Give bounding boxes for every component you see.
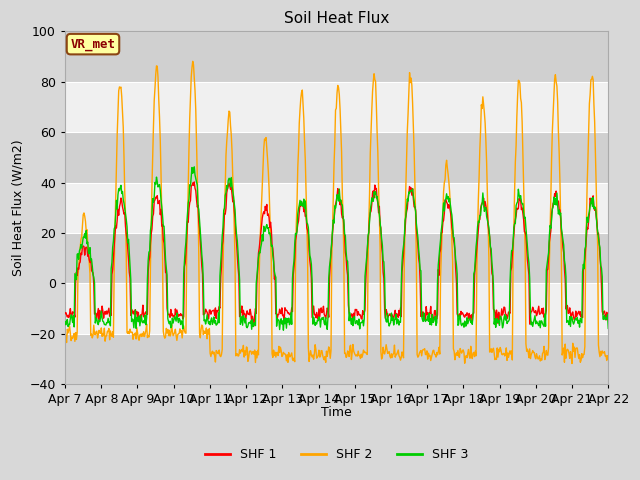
SHF 2 bbox=[403, 128, 411, 134]
SHF 1 bbox=[191, 179, 198, 185]
SHF 1 bbox=[71, 314, 79, 320]
Bar bbox=[65, 233, 608, 283]
Title: Soil Heat Flux: Soil Heat Flux bbox=[284, 11, 389, 26]
Line: SHF 2: SHF 2 bbox=[65, 61, 608, 363]
SHF 3 bbox=[604, 325, 612, 331]
SHF 3 bbox=[71, 271, 79, 276]
Bar bbox=[65, 82, 608, 132]
Bar bbox=[65, 283, 608, 334]
SHF 2 bbox=[182, 330, 190, 336]
Bar bbox=[65, 132, 608, 182]
Y-axis label: Soil Heat Flux (W/m2): Soil Heat Flux (W/m2) bbox=[11, 140, 24, 276]
X-axis label: Time: Time bbox=[321, 406, 352, 419]
SHF 1 bbox=[404, 196, 412, 202]
SHF 1 bbox=[61, 311, 69, 316]
SHF 3 bbox=[404, 198, 412, 204]
SHF 3 bbox=[61, 319, 69, 324]
SHF 2 bbox=[419, 347, 427, 352]
SHF 1 bbox=[182, 250, 190, 255]
SHF 2 bbox=[127, 329, 134, 335]
SHF 2 bbox=[568, 360, 576, 366]
Legend: SHF 1, SHF 2, SHF 3: SHF 1, SHF 2, SHF 3 bbox=[200, 444, 474, 467]
Bar bbox=[65, 334, 608, 384]
SHF 1 bbox=[250, 323, 258, 329]
SHF 2 bbox=[604, 357, 612, 362]
SHF 1 bbox=[604, 312, 612, 318]
SHF 1 bbox=[420, 314, 428, 320]
SHF 3 bbox=[127, 277, 134, 283]
SHF 2 bbox=[212, 359, 220, 365]
Bar bbox=[65, 32, 608, 82]
SHF 1 bbox=[212, 305, 220, 311]
SHF 3 bbox=[212, 318, 220, 324]
SHF 2 bbox=[189, 59, 196, 64]
Bar bbox=[65, 182, 608, 233]
SHF 2 bbox=[71, 338, 79, 344]
Line: SHF 1: SHF 1 bbox=[65, 182, 608, 326]
SHF 3 bbox=[191, 164, 198, 170]
SHF 3 bbox=[280, 327, 287, 333]
SHF 1 bbox=[127, 312, 134, 318]
Text: VR_met: VR_met bbox=[70, 37, 115, 50]
SHF 3 bbox=[420, 310, 428, 316]
SHF 2 bbox=[61, 333, 69, 339]
Line: SHF 3: SHF 3 bbox=[65, 167, 608, 330]
SHF 3 bbox=[182, 239, 190, 245]
